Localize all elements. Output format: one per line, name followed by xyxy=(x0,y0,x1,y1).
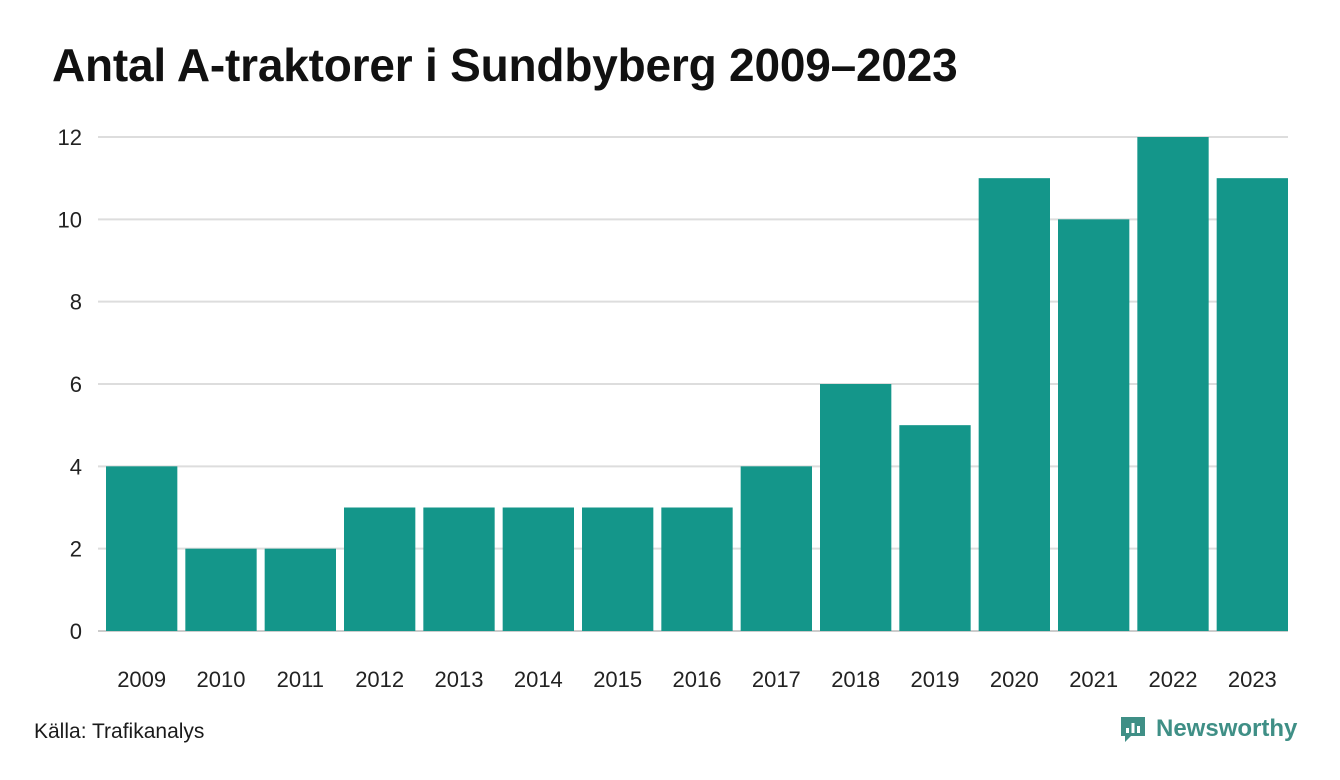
x-tick-label: 2013 xyxy=(435,667,484,692)
bar-2021 xyxy=(1058,219,1130,632)
bar-2015 xyxy=(582,507,654,631)
x-tick-label: 2018 xyxy=(831,667,880,692)
y-tick-label: 6 xyxy=(70,372,82,397)
bar-2020 xyxy=(978,178,1050,631)
bar-2011 xyxy=(264,548,336,631)
bar-2010 xyxy=(185,548,257,631)
y-tick-label: 8 xyxy=(70,290,82,315)
bar-2013 xyxy=(423,507,495,631)
x-axis-tick-labels: 2009 2010 2011 2012 2013 2014 2015 2016 2017 2018… xyxy=(117,667,1277,692)
x-tick-label: 2016 xyxy=(673,667,722,692)
y-tick-label: 10 xyxy=(58,207,82,232)
x-tick-label: 2019 xyxy=(911,667,960,692)
brand-logo: Newsworthy xyxy=(1118,714,1297,744)
bar-2023 xyxy=(1216,178,1288,631)
bar-2014 xyxy=(502,507,574,631)
y-tick-label: 2 xyxy=(70,537,82,562)
y-tick-label: 12 xyxy=(58,125,82,150)
bar-2022 xyxy=(1137,137,1209,631)
bar-2017 xyxy=(740,466,812,631)
bar-2018 xyxy=(820,384,892,631)
bar-2019 xyxy=(899,425,971,631)
brand-name: Newsworthy xyxy=(1156,715,1298,742)
x-tick-label: 2020 xyxy=(990,667,1039,692)
bar-2012 xyxy=(344,507,416,631)
x-tick-label: 2017 xyxy=(752,667,801,692)
source-note: Källa: Trafikanalys xyxy=(34,720,205,743)
newsworthy-logo-icon xyxy=(1121,717,1145,742)
x-tick-label: 2012 xyxy=(355,667,404,692)
bars xyxy=(106,137,1288,632)
x-tick-label: 2011 xyxy=(277,667,324,692)
bar-2016 xyxy=(661,507,733,631)
x-tick-label: 2010 xyxy=(197,667,246,692)
x-tick-label: 2021 xyxy=(1069,667,1118,692)
x-tick-label: 2023 xyxy=(1228,667,1277,692)
y-tick-label: 4 xyxy=(70,454,82,479)
x-tick-label: 2014 xyxy=(514,667,563,692)
chart-title: Antal A-traktorer i Sundbyberg 2009–2023 xyxy=(52,39,958,91)
x-tick-label: 2009 xyxy=(117,667,166,692)
x-tick-label: 2015 xyxy=(593,667,642,692)
bar-2009 xyxy=(106,466,178,631)
y-tick-label: 0 xyxy=(70,619,82,644)
x-tick-label: 2022 xyxy=(1149,667,1198,692)
y-axis-tick-labels: 0 2 4 6 8 10 12 xyxy=(58,125,82,644)
